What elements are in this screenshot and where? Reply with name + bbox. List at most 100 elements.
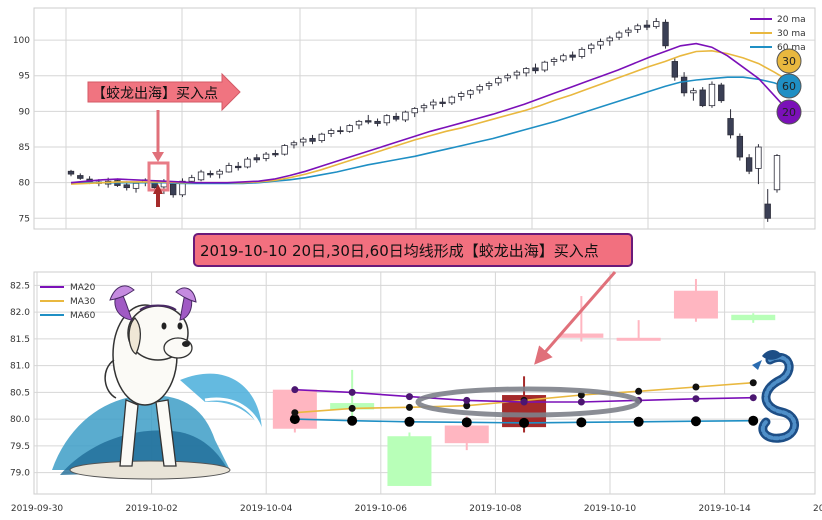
top-candle-body <box>718 84 725 102</box>
bottom-y-tick-label: 79.0 <box>10 469 30 479</box>
top-candle-body <box>588 44 595 50</box>
ma20-line-point <box>463 396 471 404</box>
top-candle-body <box>439 101 446 104</box>
top-panel: 75 80 85 90 95 100 20 ma 30 ma 60 ma 30 60 20 【蛟龙… <box>13 7 816 230</box>
formation-ellipse <box>415 386 641 418</box>
top-candle-body <box>708 83 716 107</box>
bottom-y-tick-label: 80.0 <box>10 415 30 425</box>
top-candle-body <box>773 155 781 191</box>
bottom-x-tick-label: 2019-10-06 <box>355 504 408 514</box>
bottom-candle-body <box>731 314 776 321</box>
top-candle-body <box>699 89 706 107</box>
buy-annotation-label: 【蛟龙出海】买入点 <box>92 86 218 102</box>
top-candle-body <box>392 115 400 120</box>
ma60-line-point <box>576 417 587 428</box>
ma20-line-point <box>520 398 528 406</box>
top-y-tick-label: 100 <box>13 36 30 46</box>
bottom-legend-label: MA30 <box>70 297 96 307</box>
bottom-y-tick-label: 80.5 <box>10 388 30 398</box>
ma60-line-point <box>690 416 701 427</box>
top-candle-body <box>337 130 344 133</box>
top-candle-body <box>457 93 465 97</box>
top-candle-body <box>476 86 483 91</box>
top-candle-body <box>365 120 372 123</box>
ma-end-badge <box>776 99 802 125</box>
top-candle-body <box>235 165 242 169</box>
top-candle-body <box>764 203 771 219</box>
top-candle-body <box>327 130 335 134</box>
ma-end-badge <box>776 48 802 74</box>
chart-title: 2019-10-10 20日,30日,60日均线形成【蛟龙出海】买入点 <box>200 242 599 260</box>
top-candle-body <box>309 138 316 142</box>
top-candle-body <box>169 183 177 196</box>
ma20-line <box>70 42 791 184</box>
top-candle-body <box>411 108 418 114</box>
top-y-tick-label: 75 <box>19 214 30 224</box>
bottom-candle-body <box>673 290 718 319</box>
bottom-y-tick-label: 82.5 <box>10 281 30 291</box>
ma30-line-point <box>405 403 413 411</box>
bottom-x-tick-label: 2019-10-14 <box>698 504 751 514</box>
top-candle-body <box>225 165 233 173</box>
ma20-line-point <box>405 393 413 401</box>
bottom-candle-body <box>559 333 604 338</box>
top-candle-body <box>281 145 288 155</box>
top-candle-body <box>680 76 688 94</box>
top-candle-body <box>745 157 753 172</box>
ma30-line-point <box>635 387 643 395</box>
top-y-tick-label: 95 <box>19 72 30 82</box>
buy-annotation-arrow <box>87 72 241 112</box>
top-candle-body <box>374 120 381 124</box>
top-moving-averages <box>70 42 791 185</box>
top-candle-body <box>653 21 660 27</box>
ma60-line-point <box>461 417 472 428</box>
top-candle-body <box>550 58 558 62</box>
top-candle-body <box>541 61 548 71</box>
ma30-line-point <box>291 409 299 417</box>
top-candle-body <box>606 37 613 42</box>
bottom-legend-label: MA60 <box>70 311 96 321</box>
top-candle-body <box>671 61 679 78</box>
top-candle-body <box>467 90 474 95</box>
top-candle-body <box>346 125 353 132</box>
top-candle-body <box>690 90 697 94</box>
top-candle-body <box>402 111 409 121</box>
bottom-moving-averages <box>289 379 759 428</box>
bottom-panel: 79.0 79.5 80.0 80.5 81.0 81.5 82.0 82.5 2019-09… <box>10 271 822 514</box>
ma-end-badge <box>776 73 802 99</box>
ma30-line-point <box>348 404 356 412</box>
ma20-line-point <box>291 386 299 394</box>
top-candle-body <box>662 21 669 47</box>
title-banner: 2019-10-10 20日,30日,60日均线形成【蛟龙出海】买入点 <box>193 233 633 267</box>
bottom-candle-body <box>616 337 661 341</box>
blue-dragon-illustration <box>752 350 799 443</box>
bottom-legend: MA20 MA30 MA60 <box>40 283 96 321</box>
top-y-tick-label: 85 <box>19 143 30 153</box>
top-candle-body <box>67 170 75 175</box>
top-candle-body <box>420 105 428 109</box>
title-banner-box <box>193 233 633 267</box>
top-candle-body <box>513 71 521 76</box>
ma-end-labels: 30 60 20 <box>776 48 802 125</box>
top-candle-body <box>207 172 214 176</box>
ma20-line-point <box>692 395 700 403</box>
top-candle-body <box>504 75 511 79</box>
top-legend-label: 60 ma <box>777 43 806 53</box>
top-candle-body <box>578 48 586 57</box>
top-candle-body <box>532 67 539 72</box>
bottom-y-tick-label: 79.5 <box>10 442 30 452</box>
top-candle-body <box>569 54 576 58</box>
top-candle-body <box>430 101 437 106</box>
top-legend-label: 20 ma <box>777 15 806 25</box>
top-candle-body <box>560 55 567 61</box>
top-candle-body <box>188 177 195 182</box>
top-candles <box>67 17 781 222</box>
formation-pointer <box>534 271 617 365</box>
top-candle-body <box>755 146 762 169</box>
bottom-candle-body <box>387 436 432 486</box>
ma20-line-point <box>749 394 757 402</box>
ma30-line-point <box>577 391 585 399</box>
ma30-line-point <box>463 402 471 410</box>
bottom-y-tick-label: 82.0 <box>10 308 30 318</box>
ma60-line-point <box>289 414 300 425</box>
